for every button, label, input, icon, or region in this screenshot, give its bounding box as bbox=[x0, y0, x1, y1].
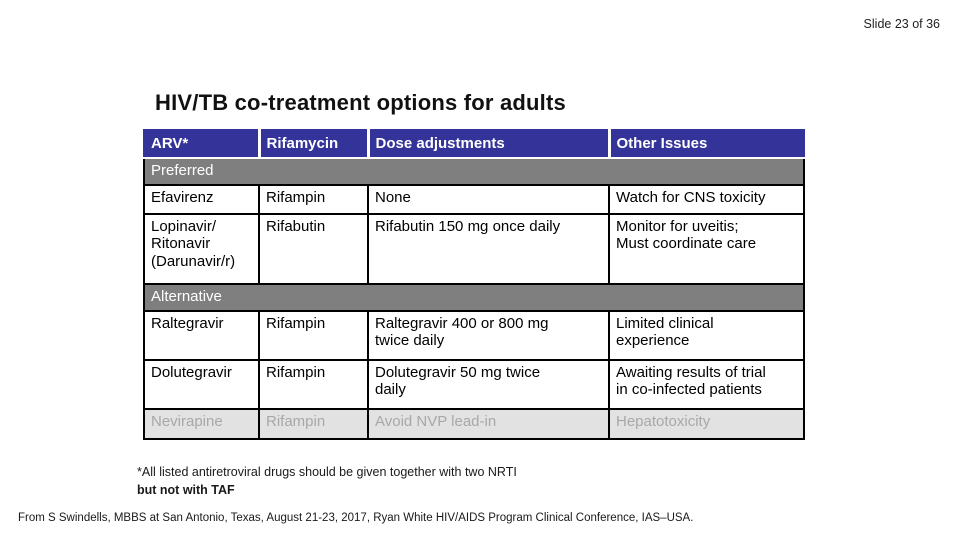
table-cell: Monitor for uveitis; Must coordinate car… bbox=[608, 212, 805, 285]
slide-title: HIV/TB co-treatment options for adults bbox=[155, 90, 566, 115]
table-cell: Rifabutin 150 mg once daily bbox=[367, 212, 610, 285]
section-band: Alternative bbox=[143, 282, 805, 312]
table-cell: Watch for CNS toxicity bbox=[608, 183, 805, 215]
slide-number: Slide 23 of 36 bbox=[863, 17, 940, 31]
section-band-label: Alternative bbox=[143, 282, 805, 312]
footnote-line-1: *All listed antiretroviral drugs should … bbox=[137, 465, 517, 479]
treatment-table: ARV* Rifamycin Dose adjustments Other Issue… bbox=[143, 129, 805, 440]
table-cell: None bbox=[367, 183, 610, 215]
column-header: Dose adjustments bbox=[366, 129, 609, 159]
table-cell: Rifampin bbox=[258, 407, 369, 440]
table-cell: Rifampin bbox=[258, 183, 369, 215]
table-cell: Raltegravir bbox=[143, 309, 260, 361]
table-row: Efavirenz Rifampin None Watch for CNS toxic… bbox=[143, 183, 805, 215]
table-cell: Nevirapine bbox=[143, 407, 260, 440]
section-band: Preferred bbox=[143, 156, 805, 186]
footnote-line-2: but not with TAF bbox=[137, 482, 235, 497]
table-cell: Raltegravir 400 or 800 mg twice daily bbox=[367, 309, 610, 361]
column-header: Rifamycin bbox=[257, 129, 368, 159]
table-cell: Efavirenz bbox=[143, 183, 260, 215]
footnote: *All listed antiretroviral drugs should … bbox=[137, 464, 517, 499]
table-header: ARV* Rifamycin Dose adjustments Other Issue… bbox=[143, 129, 805, 159]
table-row: Lopinavir/ Ritonavir (Darunavir/r) Rifabu… bbox=[143, 212, 805, 285]
table-cell: Rifampin bbox=[258, 358, 369, 410]
column-header: Other Issues bbox=[607, 129, 805, 159]
table-cell: Rifabutin bbox=[258, 212, 369, 285]
table-cell: Dolutegravir bbox=[143, 358, 260, 410]
table-cell: Limited clinical experience bbox=[608, 309, 805, 361]
table-cell: Hepatotoxicity bbox=[608, 407, 805, 440]
table-cell: Lopinavir/ Ritonavir (Darunavir/r) bbox=[143, 212, 260, 285]
citation: From S Swindells, MBBS at San Antonio, T… bbox=[18, 512, 694, 524]
column-header: ARV* bbox=[143, 129, 259, 159]
section-band-label: Preferred bbox=[143, 156, 805, 186]
table-cell: Awaiting results of trial in co-infected… bbox=[608, 358, 805, 410]
table-row: Nevirapine Rifampin Avoid NVP lead-in Hepat… bbox=[143, 407, 805, 440]
table-cell: Dolutegravir 50 mg twice daily bbox=[367, 358, 610, 410]
table-row: Raltegravir Rifampin Raltegravir 400 or 80… bbox=[143, 309, 805, 361]
table-header-row: ARV* Rifamycin Dose adjustments Other Issue… bbox=[143, 129, 805, 159]
table-cell: Rifampin bbox=[258, 309, 369, 361]
table-row: Dolutegravir Rifampin Dolutegravir 50 mg t… bbox=[143, 358, 805, 410]
table-cell: Avoid NVP lead-in bbox=[367, 407, 610, 440]
table-body: Preferred Efavirenz Rifampin None Watch for … bbox=[143, 156, 805, 440]
